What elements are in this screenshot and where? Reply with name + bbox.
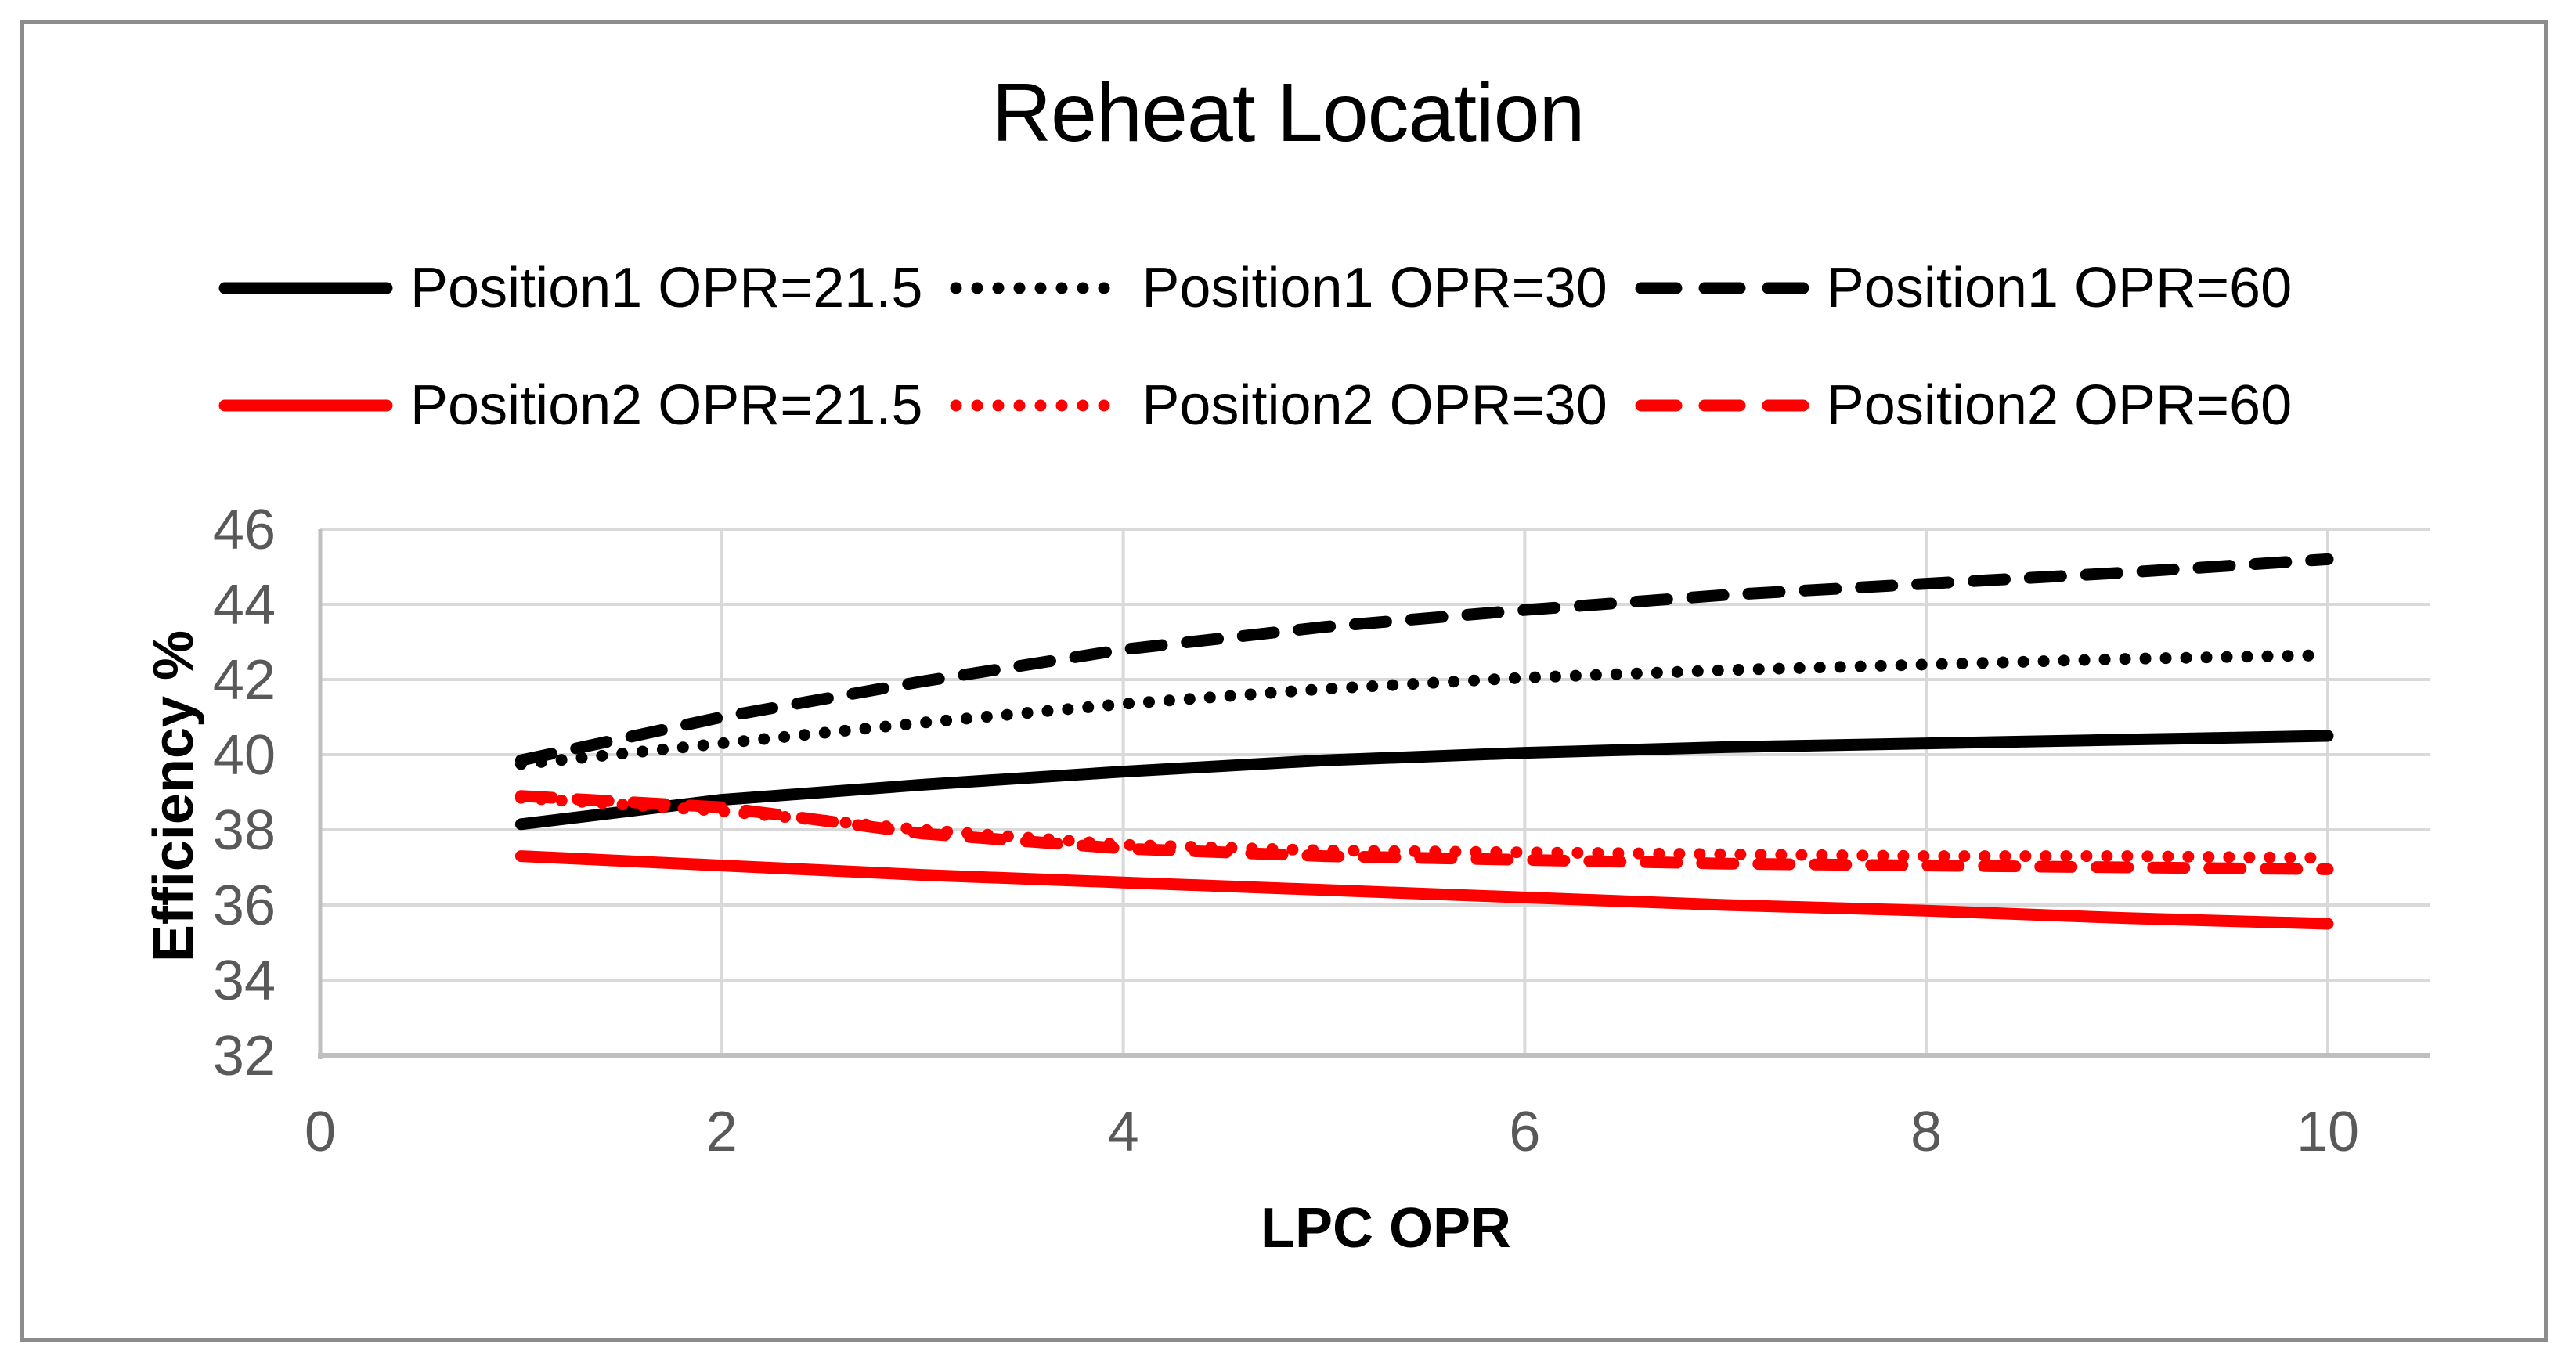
legend-entry-1: Position1 OPR=30 — [949, 256, 1607, 320]
series-line-2 — [514, 553, 2334, 766]
legend-row-2: Position2 OPR=21.5 Position2 OPR=30 Positi… — [218, 366, 2292, 445]
series-line-5 — [514, 790, 2334, 875]
x-tick-label-2: 2 — [706, 1101, 738, 1163]
y-tick-label-40: 40 — [213, 724, 276, 787]
x-axis-title: LPC OPR — [1260, 1197, 1512, 1260]
legend-line-sample-solid — [218, 282, 393, 294]
legend-entry-5: Position2 OPR=60 — [1634, 373, 2292, 438]
legend-label: Position1 OPR=30 — [1142, 257, 1607, 319]
series-line-1 — [514, 649, 2334, 770]
legend-entry-0: Position1 OPR=21.5 — [218, 256, 922, 320]
legend-entry-3: Position2 OPR=21.5 — [218, 373, 922, 438]
y-tick-label-34: 34 — [213, 950, 276, 1012]
legend-line-sample-dashed — [1635, 282, 1809, 294]
legend-entry-4: Position2 OPR=30 — [949, 373, 1607, 438]
chart-title: Reheat Location — [991, 67, 1585, 159]
y-tick-label-46: 46 — [213, 499, 276, 561]
x-tick-label-0: 0 — [305, 1101, 336, 1163]
legend-label: Position1 OPR=60 — [1826, 257, 2293, 319]
legend-row-1: Position1 OPR=21.5 Position1 OPR=30 Positi… — [218, 249, 2292, 327]
y-tick-label-36: 36 — [213, 874, 276, 937]
x-tick-label-6: 6 — [1509, 1101, 1540, 1163]
legend-line-sample-solid — [218, 399, 393, 412]
legend-label: Position2 OPR=30 — [1142, 374, 1607, 437]
x-tick-label-8: 8 — [1910, 1101, 1942, 1163]
y-axis-title: Efficiency % — [143, 629, 205, 963]
legend-line-sample-dotted — [950, 282, 1124, 294]
x-tick-label-4: 4 — [1108, 1101, 1139, 1163]
legend-entry-2: Position1 OPR=60 — [1634, 256, 2292, 320]
legend-line-sample-dashed — [1635, 399, 1809, 412]
x-tick-label-10: 10 — [2296, 1101, 2359, 1163]
series-line-3 — [514, 850, 2334, 930]
legend-line-sample-dotted — [950, 399, 1124, 412]
series-line-0 — [514, 730, 2334, 831]
y-tick-label-42: 42 — [213, 649, 276, 712]
y-tick-label-32: 32 — [213, 1025, 276, 1087]
series-line-4 — [514, 791, 2334, 864]
y-tick-label-44: 44 — [213, 574, 276, 636]
legend-label: Position2 OPR=60 — [1826, 374, 2293, 437]
legend-label: Position2 OPR=21.5 — [410, 374, 923, 437]
y-tick-label-38: 38 — [213, 799, 276, 862]
legend-label: Position1 OPR=21.5 — [410, 257, 923, 319]
